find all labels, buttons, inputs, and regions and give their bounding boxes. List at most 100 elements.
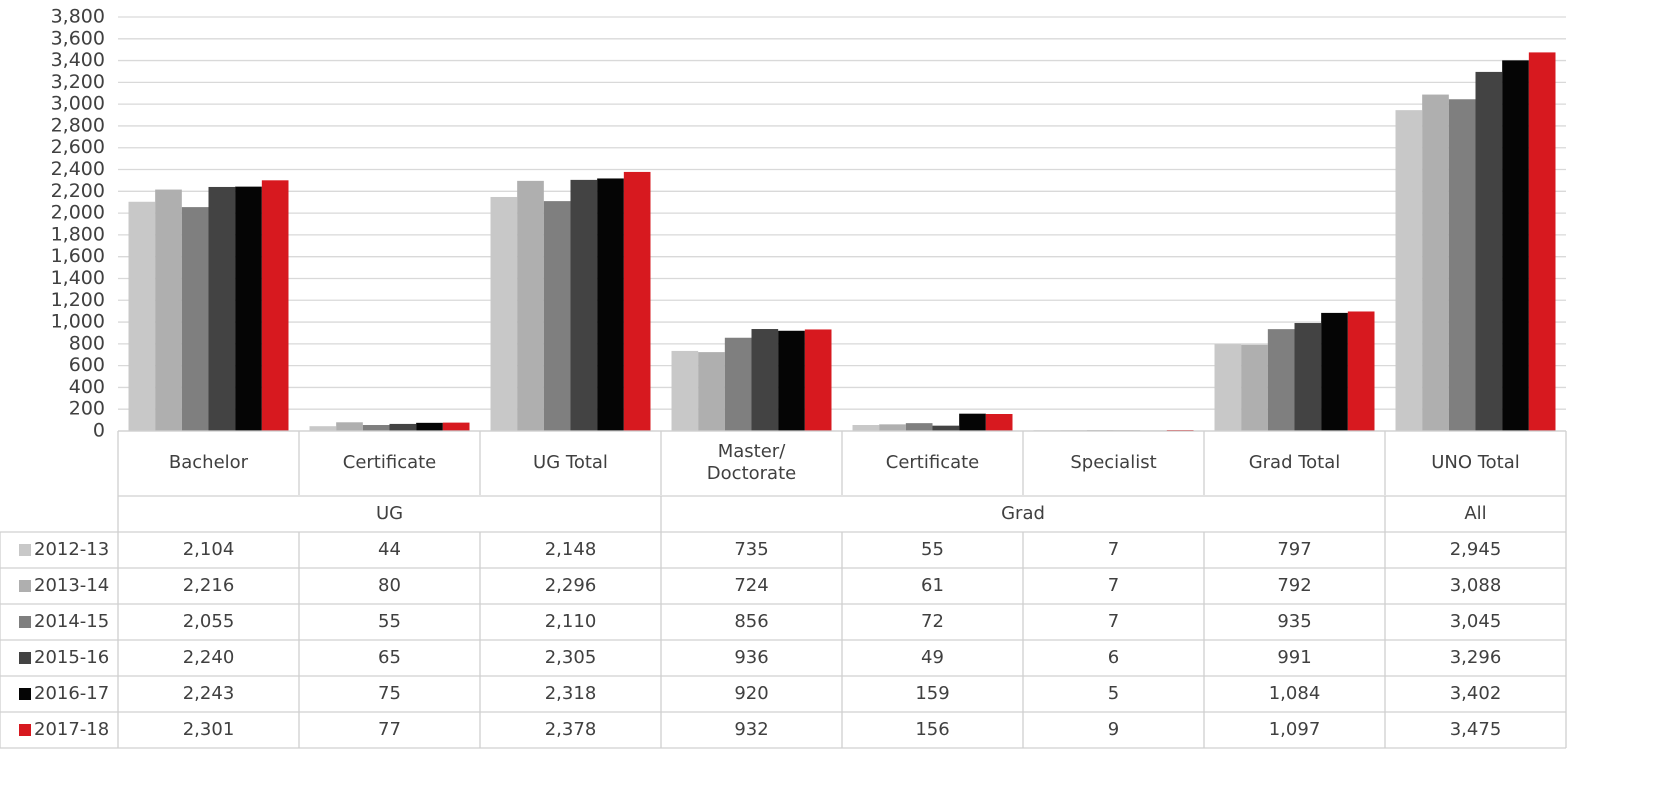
x-tick-label: Grad Total [1249, 452, 1341, 473]
y-tick-label: 2,800 [51, 114, 105, 136]
group-label: All [1464, 503, 1486, 524]
bar [1448, 99, 1476, 432]
bar [416, 422, 443, 431]
bar [1528, 52, 1556, 431]
table-cell: 3,045 [1450, 611, 1502, 632]
table-cell: 2,240 [183, 647, 235, 668]
y-tick-label: 1,200 [51, 289, 105, 311]
table-cell: 797 [1277, 539, 1311, 560]
bar [517, 180, 544, 431]
bar [490, 196, 518, 431]
y-tick-label: 3,800 [51, 6, 105, 28]
bar [1267, 329, 1295, 431]
table-cell: 9 [1108, 719, 1119, 740]
x-tick-label: Certificate [886, 452, 980, 473]
table-cell: 932 [734, 719, 768, 740]
bar [932, 425, 960, 431]
table-cell: 65 [378, 647, 401, 668]
y-tick-label: 3,200 [51, 71, 105, 93]
table-cell: 2,945 [1450, 539, 1502, 560]
x-tick-label: Specialist [1070, 452, 1156, 473]
table-cell: 920 [734, 683, 768, 704]
table-cell: 159 [915, 683, 949, 704]
bar [1395, 110, 1423, 432]
bar [985, 414, 1013, 431]
table-cell: 77 [378, 719, 401, 740]
bar [879, 424, 906, 431]
table-cell: 55 [378, 611, 401, 632]
table-cell: 6 [1108, 647, 1119, 668]
table-cell: 7 [1108, 611, 1119, 632]
table-cell: 55 [921, 539, 944, 560]
legend-swatch [19, 688, 31, 700]
table-cell: 3,475 [1450, 719, 1502, 740]
table-cell: 2,318 [545, 683, 597, 704]
bar [1502, 60, 1529, 431]
y-tick-label: 1,400 [51, 267, 105, 289]
bar [235, 186, 262, 431]
bar [852, 425, 880, 431]
bar [751, 329, 779, 431]
legend-label: 2015-16 [34, 647, 109, 668]
bar [778, 330, 805, 431]
bar [181, 207, 209, 431]
legend-swatch [19, 724, 31, 736]
table-cell: 3,088 [1450, 575, 1502, 596]
bar [128, 201, 156, 431]
table-cell: 7 [1108, 539, 1119, 560]
table-cell: 2,148 [545, 539, 597, 560]
table-cell: 72 [921, 611, 944, 632]
bar [724, 337, 752, 431]
table-cell: 856 [734, 611, 768, 632]
table-cell: 80 [378, 575, 401, 596]
y-tick-label: 2,200 [51, 180, 105, 202]
bar [1347, 311, 1375, 431]
table-cell: 44 [378, 539, 401, 560]
table-cell: 2,055 [183, 611, 235, 632]
table-cell: 735 [734, 539, 768, 560]
x-tick-label: Certificate [343, 452, 437, 473]
y-tick-label: 200 [69, 398, 105, 420]
y-tick-label: 0 [93, 420, 105, 442]
bar [389, 423, 417, 431]
bar [623, 171, 651, 431]
bar [155, 189, 182, 431]
y-tick-label: 2,400 [51, 158, 105, 180]
table-cell: 724 [734, 575, 768, 596]
bar [208, 186, 236, 431]
table-cell: 5 [1108, 683, 1119, 704]
bar [336, 422, 363, 431]
bar [1422, 94, 1449, 431]
x-tick-label: Master/Doctorate [707, 441, 796, 484]
table-cell: 1,097 [1269, 719, 1321, 740]
legend-swatch [19, 616, 31, 628]
table-cell: 2,296 [545, 575, 597, 596]
legend-label: 2017-18 [34, 719, 109, 740]
table-cell: 3,402 [1450, 683, 1502, 704]
y-tick-label: 1,600 [51, 245, 105, 267]
bar [570, 179, 598, 431]
table-cell: 1,084 [1269, 683, 1321, 704]
bar [1241, 344, 1268, 431]
y-tick-label: 400 [69, 376, 105, 398]
bar [959, 413, 986, 431]
table-cell: 936 [734, 647, 768, 668]
bar [1475, 71, 1503, 431]
table-cell: 991 [1277, 647, 1311, 668]
legend-swatch [19, 652, 31, 664]
bar [1214, 344, 1242, 431]
table-cell: 7 [1108, 575, 1119, 596]
group-label: Grad [1001, 503, 1045, 524]
bar [1321, 312, 1348, 431]
table-cell: 2,301 [183, 719, 235, 740]
table-cell: 2,305 [545, 647, 597, 668]
bar [261, 180, 289, 431]
table-cell: 61 [921, 575, 944, 596]
bar [804, 329, 832, 431]
table-cell: 2,378 [545, 719, 597, 740]
bar [309, 426, 337, 431]
table-cell: 935 [1277, 611, 1311, 632]
y-tick-label: 1,800 [51, 223, 105, 245]
y-tick-label: 1,000 [51, 311, 105, 333]
